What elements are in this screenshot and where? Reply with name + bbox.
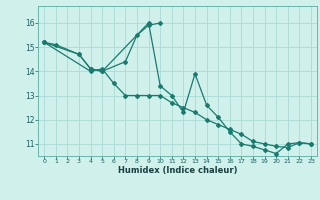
X-axis label: Humidex (Indice chaleur): Humidex (Indice chaleur) xyxy=(118,166,237,175)
